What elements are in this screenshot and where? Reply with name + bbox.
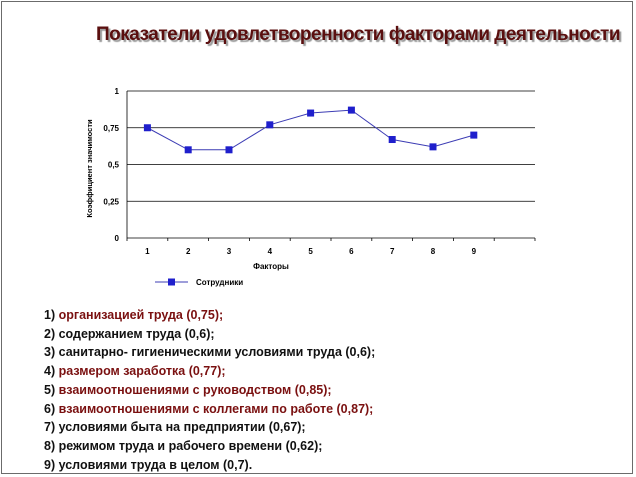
- x-tick-label: 9: [472, 247, 477, 256]
- factor-list: 1) организацией труда (0,75); 2) содержан…: [44, 306, 375, 474]
- factor-number: 3): [44, 345, 59, 360]
- factor-item: 9) условиями труда в целом (0,7).: [44, 456, 375, 475]
- data-point: [143, 124, 151, 132]
- factor-item: 6) взаимоотношениями с коллегами по рабо…: [44, 400, 375, 419]
- factor-number: 5): [44, 382, 59, 397]
- factor-number: 2): [44, 326, 59, 341]
- factor-text: условиями труда в целом (0,7).: [58, 457, 253, 472]
- factor-text: взаимоотношениями с коллегами по работе …: [58, 401, 374, 416]
- factor-number: 7): [44, 420, 59, 435]
- legend-label: Сотрудники: [196, 278, 243, 287]
- x-tick-label: 8: [431, 247, 436, 256]
- factor-text: содержанием труда (0,6);: [58, 326, 215, 341]
- factor-item: 8) режимом труда и рабочего времени (0,6…: [44, 437, 375, 456]
- factor-text: санитарно- гигиеническими условиями труд…: [58, 345, 376, 360]
- x-tick-label: 1: [145, 247, 150, 256]
- data-point: [266, 121, 274, 129]
- page-title: Показатели удовлетворенности факторами д…: [96, 24, 620, 45]
- y-tick-label: 0,25: [103, 197, 119, 206]
- factor-item: 7) условиями быта на предприятии (0,67);: [44, 418, 375, 437]
- line-chart: 0 0,25 0,5 0,75 1 1 2 3 4 5 6 7 8 9 Факторы Коэффициент…: [85, 87, 536, 287]
- data-point: [184, 146, 192, 154]
- factor-number: 4): [44, 364, 59, 379]
- factor-item: 2) содержанием труда (0,6);: [44, 325, 375, 344]
- factor-number: 1): [44, 308, 59, 322]
- factor-item: 4) размером заработка (0,77);: [44, 362, 375, 381]
- data-point: [388, 136, 396, 144]
- legend-marker: [168, 278, 175, 286]
- factor-number: 8): [44, 438, 59, 453]
- factor-item: 1) организацией труда (0,75);: [44, 306, 375, 325]
- factor-text: условиями быта на предприятии (0,67);: [58, 420, 306, 435]
- factor-item: 5) взаимоотношениями с руководством (0,8…: [44, 381, 375, 400]
- x-tick-label: 5: [308, 247, 313, 256]
- factor-text: организацией труда (0,75);: [58, 308, 224, 322]
- factor-text: взаимоотношениями с руководством (0,85);: [58, 382, 332, 397]
- factor-item: 3) санитарно- гигиеническими условиями т…: [44, 343, 375, 362]
- factor-number: 6): [44, 401, 59, 416]
- y-tick-label: 0: [115, 234, 120, 243]
- x-tick-label: 2: [186, 247, 191, 256]
- data-point: [307, 109, 315, 117]
- y-tick-label: 1: [115, 87, 120, 96]
- x-axis-label: Факторы: [253, 262, 289, 271]
- factor-text: режимом труда и рабочего времени (0,62);: [58, 438, 323, 453]
- data-point: [347, 106, 355, 114]
- x-tick-label: 7: [390, 247, 395, 256]
- x-tick-label: 3: [227, 247, 232, 256]
- y-tick-label: 0,75: [103, 124, 119, 133]
- data-point: [225, 146, 233, 154]
- factor-text: размером заработка (0,77);: [58, 364, 226, 379]
- factor-number: 9): [44, 457, 59, 472]
- data-point: [470, 131, 478, 139]
- y-axis-label: Коэффициент значимости: [85, 119, 94, 218]
- x-tick-label: 4: [268, 247, 273, 256]
- y-tick-label: 0,5: [108, 161, 120, 170]
- data-point: [429, 143, 437, 151]
- x-tick-label: 6: [349, 247, 354, 256]
